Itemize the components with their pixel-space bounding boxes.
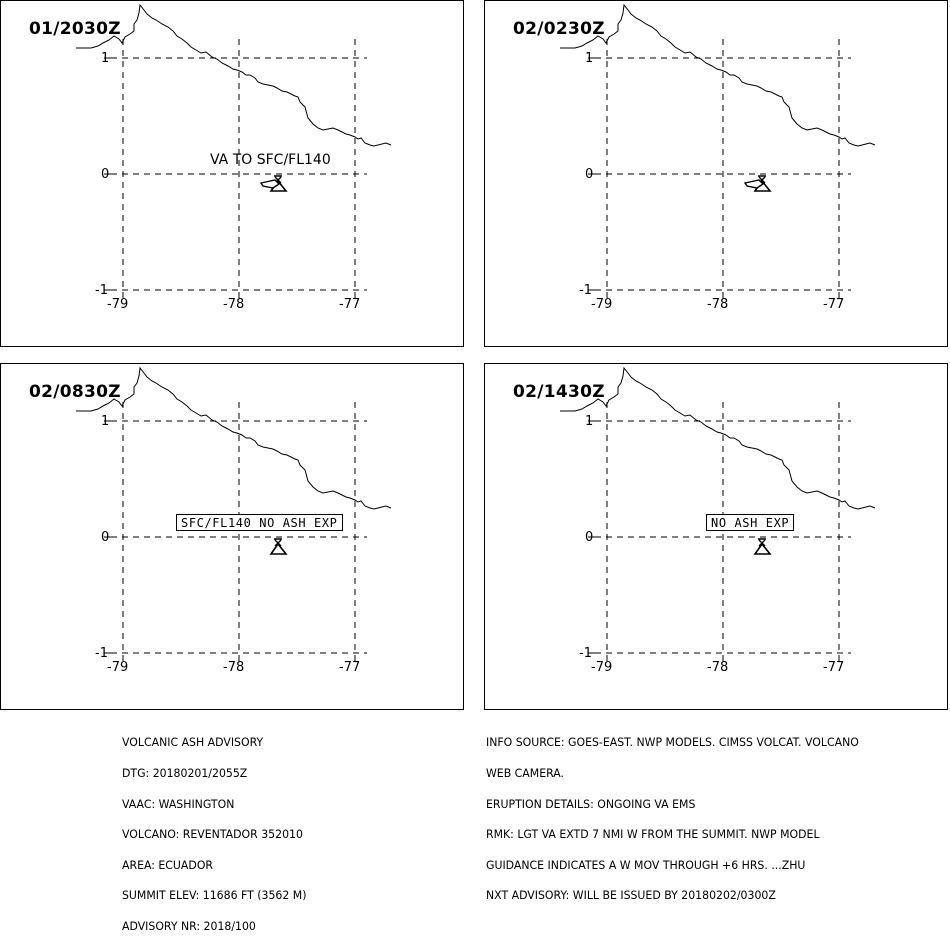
map-panel-2: 02/0230Z 1 0 -1 -79 -78 -77 [484,0,948,347]
panel-time: 01/2030Z [29,19,121,39]
advisory-line: DTG: 20180201/2055Z [122,766,248,781]
y-tick-1: 1 [101,414,110,429]
volcano-icon [269,538,288,555]
y-tick-0: 0 [101,167,110,182]
x-tick-minus77: -77 [339,660,361,675]
volcano-icon [753,538,772,555]
x-tick-minus78: -78 [223,297,245,312]
advisory-line: VOLCANO: REVENTADOR 352010 [122,827,303,842]
advisory-info-left: VOLCANIC ASH ADVISORY DTG: 20180201/2055… [122,717,306,941]
x-tick-minus77: -77 [823,660,845,675]
coastline-line [560,366,876,510]
map-canvas [560,3,876,299]
y-tick-minus1: -1 [579,283,592,298]
x-tick-minus79: -79 [591,660,613,675]
y-tick-minus1: -1 [579,646,592,661]
ash-label: VA TO SFC/FL140 [210,152,331,168]
x-tick-minus77: -77 [339,297,361,312]
volcano-icon [753,175,772,192]
map-panel-3: 02/0830Z 1 0 -1 -79 -78 -77 SFC/FL140 NO… [0,363,464,710]
advisory-line: WEB CAMERA. [486,766,565,781]
advisory-line: RMK: LGT VA EXTD 7 NMI W FROM THE SUMMIT… [486,827,820,842]
y-tick-0: 0 [585,167,594,182]
x-tick-minus79: -79 [107,297,129,312]
ash-plume-shape [743,179,765,189]
map-panel-4: 02/1430Z 1 0 -1 -79 -78 -77 NO ASH EXP [484,363,948,710]
coastline-line [76,366,392,510]
advisory-line: SUMMIT ELEV: 11686 FT (3562 M) [122,888,307,903]
advisory-line: ADVISORY NR: 2018/100 [122,919,256,934]
advisory-line: VAAC: WASHINGTON [122,796,235,811]
ash-label: SFC/FL140 NO ASH EXP [176,514,343,531]
x-tick-minus77: -77 [823,297,845,312]
ash-plume-shape [259,179,281,189]
x-tick-minus78: -78 [707,660,729,675]
advisory-line: VOLCANIC ASH ADVISORY [122,735,264,750]
map-canvas [76,366,392,662]
y-tick-1: 1 [585,414,594,429]
advisory-line: GUIDANCE INDICATES A W MOV THROUGH +6 HR… [486,857,806,872]
advisory-line: AREA: ECUADOR [122,857,214,872]
y-tick-0: 0 [101,530,110,545]
x-tick-minus79: -79 [107,660,129,675]
panel-time: 02/1430Z [513,382,605,402]
map-canvas [560,366,876,662]
y-tick-1: 1 [101,51,110,66]
y-tick-1: 1 [585,51,594,66]
x-tick-minus78: -78 [707,297,729,312]
advisory-line: INFO SOURCE: GOES-EAST. NWP MODELS. CIMS… [486,735,859,750]
advisory-info-right: INFO SOURCE: GOES-EAST. NWP MODELS. CIMS… [486,717,859,911]
panel-time: 02/0830Z [29,382,121,402]
y-tick-minus1: -1 [95,283,108,298]
x-tick-minus78: -78 [223,660,245,675]
y-tick-minus1: -1 [95,646,108,661]
coastline-line [560,3,876,147]
y-tick-0: 0 [585,530,594,545]
advisory-line: NXT ADVISORY: WILL BE ISSUED BY 20180202… [486,888,776,903]
map-panel-1: 01/2030Z 1 0 -1 -79 -78 -77 VA TO SFC/FL… [0,0,464,347]
ash-label: NO ASH EXP [706,514,795,531]
advisory-line: ERUPTION DETAILS: ONGOING VA EMS [486,796,696,811]
x-tick-minus79: -79 [591,297,613,312]
panel-time: 02/0230Z [513,19,605,39]
coastline-line [76,3,392,147]
map-canvas [76,3,392,299]
